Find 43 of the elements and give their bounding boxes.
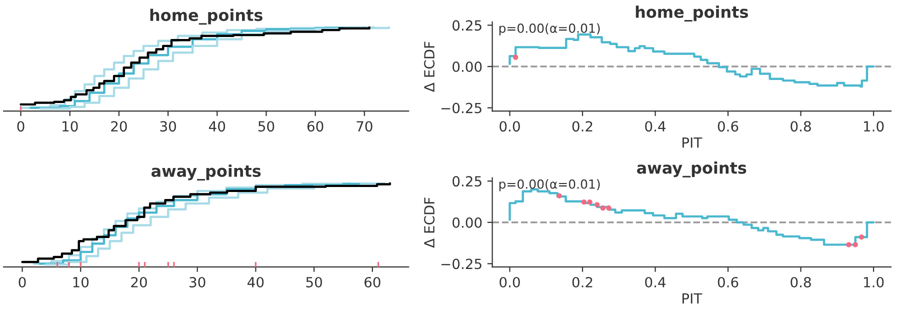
x-tick-label: 10 [73, 276, 89, 288]
x-tick-label: 0.8 [790, 276, 811, 288]
x-tick-label: 20 [111, 121, 127, 132]
y-tick-label: −0.25 [441, 102, 482, 114]
x-tick-label: 50 [306, 276, 322, 288]
x-tick-label: 1.0 [864, 121, 884, 132]
chart-title: home_points [150, 8, 262, 25]
x-tick-label: 0.0 [500, 121, 520, 132]
x-tick-label: 0.0 [500, 276, 520, 288]
x-tick-label: 50 [258, 121, 274, 132]
x-tick-label: 30 [160, 121, 176, 132]
x-tick-label: 0.6 [718, 276, 738, 288]
chart-title: away_points [637, 161, 746, 178]
y-axis-title: Δ ECDF [424, 42, 435, 92]
x-tick-label: 40 [248, 276, 264, 288]
x-tick-label: 10 [62, 121, 78, 132]
chart-title: home_points [636, 6, 748, 22]
x-tick-label: 70 [356, 121, 372, 132]
x-tick-label: 20 [131, 276, 147, 288]
x-tick-label: 60 [364, 276, 380, 288]
y-tick-label: 0.25 [452, 20, 482, 31]
x-tick-label: 0.8 [790, 121, 811, 132]
chart-title: away_points [151, 164, 261, 181]
y-axis-title: Δ ECDF [424, 198, 435, 248]
x-tick-label: 1.0 [864, 276, 884, 288]
x-tick-label: 0 [18, 276, 26, 288]
x-tick-label: 0.4 [645, 276, 666, 288]
x-tick-label: 0.6 [718, 121, 738, 132]
annotation: p=0.00(α=0.01) [499, 179, 600, 192]
x-axis-title: PIT [682, 293, 702, 304]
x-tick-label: 0.2 [572, 276, 592, 288]
x-tick-label: 0.4 [645, 121, 666, 132]
x-tick-label: 30 [190, 276, 206, 288]
x-tick-label: 40 [208, 121, 226, 132]
y-tick-label: −0.25 [441, 258, 482, 270]
x-tick-label: 0 [17, 121, 24, 132]
x-tick-label: 60 [307, 121, 324, 132]
y-tick-label: 0.00 [452, 217, 482, 228]
y-tick-label: 0.25 [452, 176, 482, 187]
x-tick-label: 0.2 [572, 121, 592, 132]
y-tick-label: 0.00 [452, 61, 482, 72]
x-axis-title: PIT [682, 137, 702, 148]
annotation: p=0.00(α=0.01) [499, 23, 600, 36]
